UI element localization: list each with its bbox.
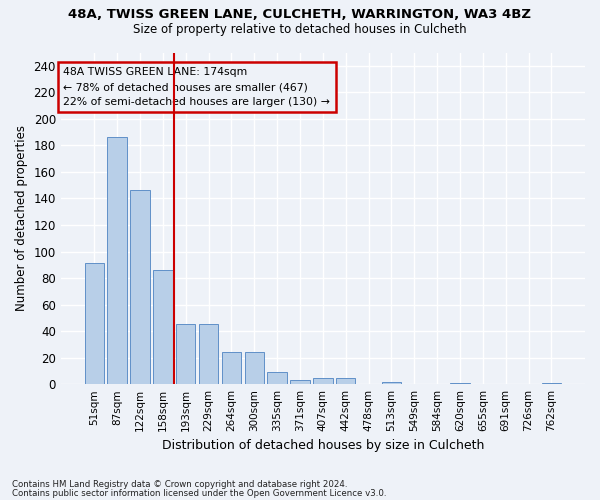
Bar xyxy=(153,270,173,384)
Bar xyxy=(313,378,332,384)
Bar xyxy=(268,372,287,384)
Text: Size of property relative to detached houses in Culcheth: Size of property relative to detached ho… xyxy=(133,22,467,36)
Bar xyxy=(85,264,104,384)
X-axis label: Distribution of detached houses by size in Culcheth: Distribution of detached houses by size … xyxy=(162,440,484,452)
Bar xyxy=(542,383,561,384)
Bar xyxy=(199,324,218,384)
Text: Contains public sector information licensed under the Open Government Licence v3: Contains public sector information licen… xyxy=(12,489,386,498)
Bar xyxy=(451,383,470,384)
Bar xyxy=(107,138,127,384)
Text: 48A, TWISS GREEN LANE, CULCHETH, WARRINGTON, WA3 4BZ: 48A, TWISS GREEN LANE, CULCHETH, WARRING… xyxy=(68,8,532,20)
Text: Contains HM Land Registry data © Crown copyright and database right 2024.: Contains HM Land Registry data © Crown c… xyxy=(12,480,347,489)
Bar xyxy=(222,352,241,384)
Bar xyxy=(382,382,401,384)
Text: 48A TWISS GREEN LANE: 174sqm
← 78% of detached houses are smaller (467)
22% of s: 48A TWISS GREEN LANE: 174sqm ← 78% of de… xyxy=(64,68,330,107)
Y-axis label: Number of detached properties: Number of detached properties xyxy=(15,126,28,312)
Bar xyxy=(336,378,355,384)
Bar xyxy=(245,352,264,384)
Bar xyxy=(290,380,310,384)
Bar xyxy=(130,190,150,384)
Bar xyxy=(176,324,196,384)
